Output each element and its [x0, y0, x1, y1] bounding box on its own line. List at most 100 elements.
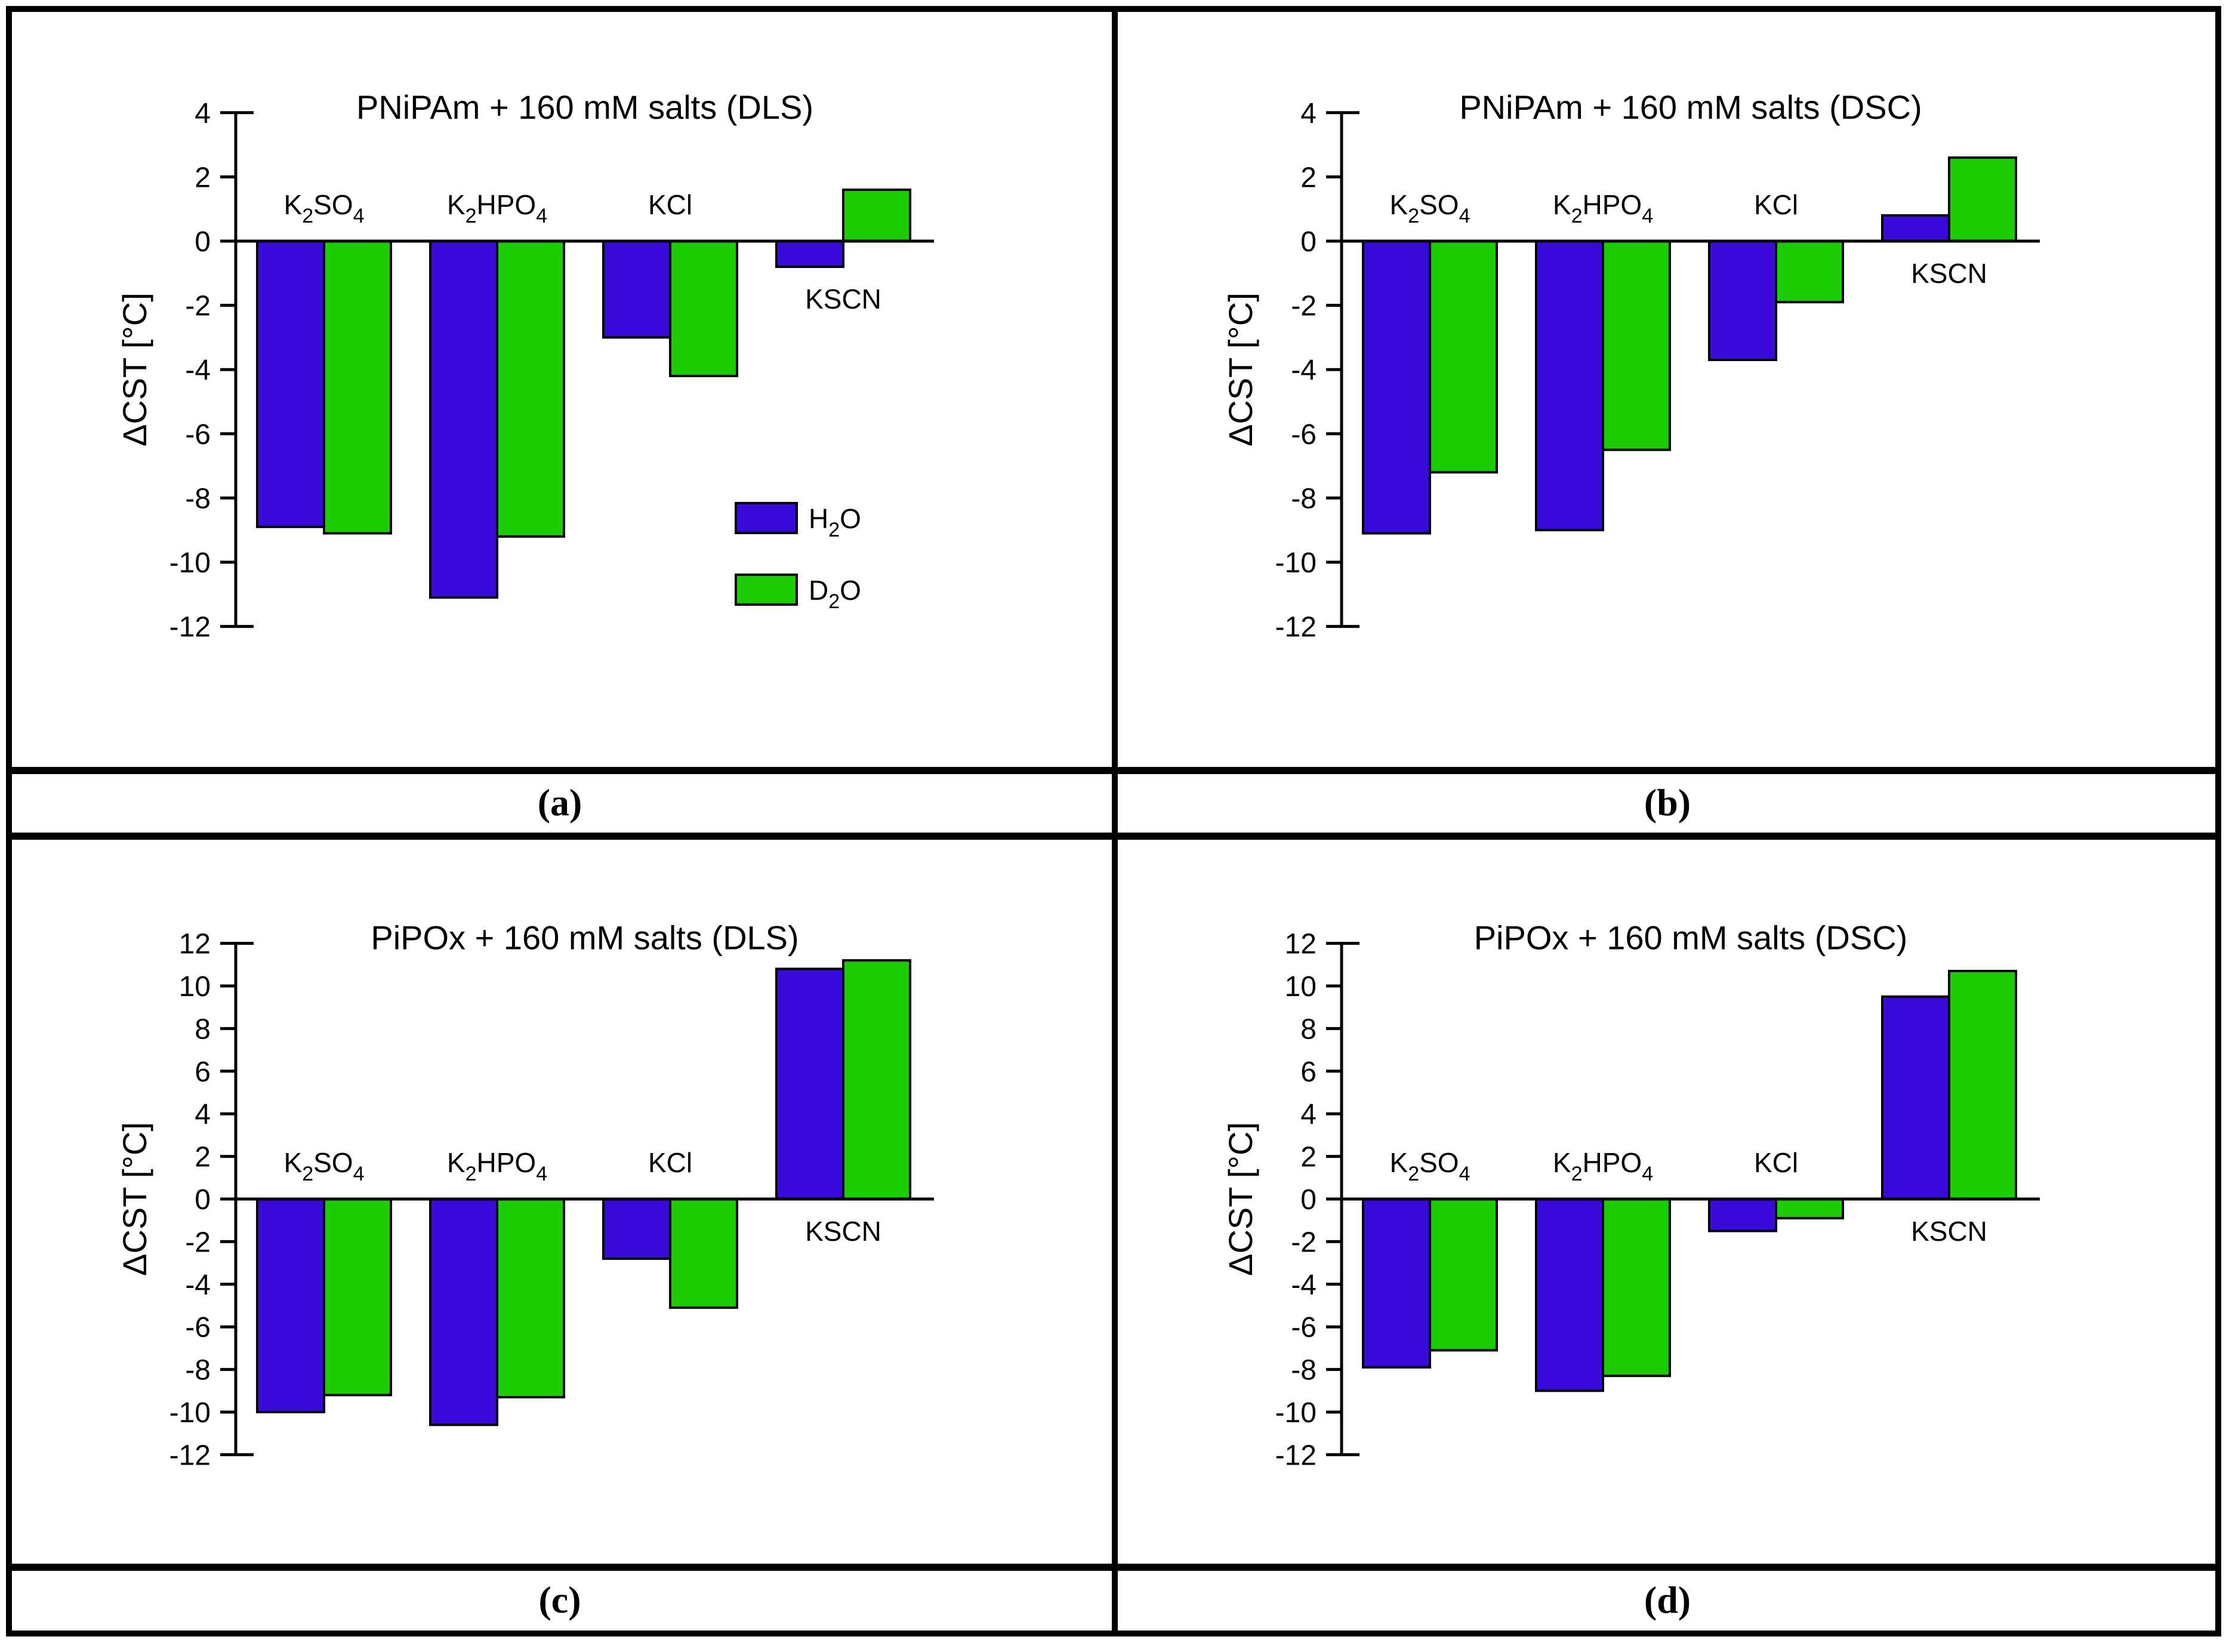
y-tick-label: -10 — [169, 547, 211, 579]
y-tick-label: 0 — [195, 1184, 211, 1216]
chart-title-d: PiPOx + 160 mM salts (DSC) — [1474, 919, 1908, 957]
y-tick-label: 12 — [179, 929, 211, 960]
bar-b-1-H2O — [1535, 240, 1604, 532]
bar-a-3-H2O — [775, 240, 844, 269]
category-label-K2SO4: K2SO4 — [284, 189, 365, 227]
y-tick-label: 4 — [1300, 98, 1317, 130]
legend-swatch-D2O — [735, 574, 798, 606]
category-label-KCl: KCl — [1754, 1147, 1798, 1178]
y-tick-label: 10 — [1285, 971, 1317, 1003]
y-tick-label: 4 — [195, 1099, 211, 1130]
y-tick-label: -2 — [185, 291, 211, 322]
category-label-KSCN: KSCN — [1911, 1216, 1987, 1247]
category-label-KCl: KCl — [648, 189, 692, 220]
bar-a-0-H2O — [256, 240, 325, 528]
y-tick-label: -8 — [1291, 483, 1317, 514]
y-tick-label: -2 — [185, 1226, 211, 1258]
y-tick-label: -10 — [1275, 1397, 1317, 1429]
y-tick-label: 0 — [195, 226, 211, 258]
y-tick-label: 10 — [179, 971, 211, 1003]
bar-c-0-D2O — [323, 1198, 392, 1397]
y-tick-label: -12 — [1275, 1440, 1317, 1471]
bar-a-3-D2O — [842, 188, 911, 243]
bar-a-1-D2O — [496, 240, 565, 538]
bar-a-1-H2O — [429, 240, 498, 599]
panel-c: 12 10 8 6 4 2 0 -2 -4 -6 -8 -10 -12 PiPOx + 160 mM sa… — [12, 840, 1112, 1564]
legend-swatch-H2O — [735, 502, 798, 534]
y-tick-label: -6 — [185, 1312, 211, 1343]
y-tick-label: -4 — [1291, 1269, 1317, 1301]
y-tick-label: 4 — [1300, 1099, 1317, 1130]
panel-d: 12 10 8 6 4 2 0 -2 -4 -6 -8 -10 -12 PiPOx + 160 mM sa… — [1118, 840, 2215, 1564]
caption-row-bottom: (c) (d) — [6, 1564, 2221, 1631]
chart-title-a: PNiPAm + 160 mM salts (DLS) — [356, 88, 813, 126]
y-axis-label-d: ΔCST [°C] — [1222, 1122, 1259, 1276]
y-tick-label: -10 — [169, 1397, 211, 1429]
bar-c-1-D2O — [496, 1198, 565, 1399]
y-tick-label: -4 — [1291, 355, 1317, 386]
category-label-K2HPO4: K2HPO4 — [447, 189, 547, 227]
chart-d: 12 10 8 6 4 2 0 -2 -4 -6 -8 -10 -12 PiPOx + 160 mM sa… — [1222, 919, 2040, 1471]
y-tick-label: -4 — [185, 355, 211, 386]
y-axis-label-b: ΔCST [°C] — [1222, 292, 1259, 446]
y-tick-label: -6 — [1291, 419, 1317, 451]
y-axis-label-c: ΔCST [°C] — [116, 1122, 153, 1276]
panel-a: 4 2 0 -2 -4 -6 -8 -10 -12 PNiPAm + 160 mM salts (… — [12, 12, 1112, 767]
y-tick-label: -6 — [185, 419, 211, 451]
category-label-KSCN: KSCN — [805, 1216, 881, 1247]
bar-d-3-D2O — [1948, 970, 2017, 1200]
y-tick-label: -2 — [1291, 1226, 1317, 1258]
chart-title-c: PiPOx + 160 mM salts (DLS) — [371, 919, 799, 957]
bar-b-0-D2O — [1429, 240, 1498, 474]
caption-c: (c) — [538, 1579, 581, 1621]
bar-d-1-H2O — [1535, 1198, 1604, 1392]
y-tick-label: -2 — [1291, 291, 1317, 322]
bar-c-3-D2O — [842, 959, 911, 1200]
bar-c-0-H2O — [256, 1198, 325, 1413]
caption-d: (d) — [1644, 1579, 1691, 1621]
y-tick-label: 6 — [1300, 1056, 1317, 1088]
bar-d-1-D2O — [1602, 1198, 1671, 1377]
bar-d-3-H2O — [1881, 995, 1950, 1200]
y-tick-label: 12 — [1285, 929, 1317, 960]
bar-a-0-D2O — [323, 240, 392, 535]
legend-label-D2O: D2O — [809, 575, 861, 613]
y-axis-label-a: ΔCST [°C] — [116, 292, 153, 446]
bar-a-2-H2O — [602, 240, 671, 339]
category-label-K2HPO4: K2HPO4 — [1553, 1147, 1653, 1185]
y-tick-label: 6 — [195, 1056, 211, 1088]
category-label-K2HPO4: K2HPO4 — [1553, 189, 1653, 227]
y-tick-label: -4 — [185, 1269, 211, 1301]
category-label-K2SO4: K2SO4 — [1390, 189, 1470, 227]
bar-d-2-H2O — [1708, 1198, 1777, 1232]
bar-b-1-D2O — [1602, 240, 1671, 451]
chart-a: 4 2 0 -2 -4 -6 -8 -10 -12 PNiPAm + 160 mM salts (… — [116, 88, 934, 643]
y-tick-label: -12 — [169, 612, 211, 643]
bar-d-2-D2O — [1775, 1198, 1844, 1220]
bar-b-3-D2O — [1948, 156, 2017, 242]
category-label-K2SO4: K2SO4 — [1390, 1147, 1470, 1185]
y-tick-label: -8 — [1291, 1355, 1317, 1386]
bar-c-1-H2O — [429, 1198, 498, 1426]
y-tick-label: 2 — [1300, 162, 1317, 193]
category-label-K2SO4: K2SO4 — [284, 1147, 365, 1185]
vertical-divider — [1112, 6, 1118, 1636]
category-label-KSCN: KSCN — [805, 283, 881, 315]
y-tick-label: -12 — [169, 1440, 211, 1471]
y-tick-label: 2 — [1300, 1142, 1317, 1173]
bar-d-0-H2O — [1362, 1198, 1431, 1369]
y-tick-label: 4 — [195, 98, 211, 130]
y-tick-label: 0 — [1300, 226, 1317, 258]
chart-c: 12 10 8 6 4 2 0 -2 -4 -6 -8 -10 -12 PiPOx + 160 mM sa… — [116, 919, 934, 1471]
bar-c-2-D2O — [669, 1198, 738, 1309]
y-tick-label: -12 — [1275, 612, 1317, 643]
bar-b-0-H2O — [1362, 240, 1431, 535]
y-tick-label: -8 — [185, 483, 211, 514]
panel-b: 4 2 0 -2 -4 -6 -8 -10 -12 PNiPAm + 160 mM salts (… — [1118, 12, 2215, 767]
bar-b-2-D2O — [1775, 240, 1844, 304]
category-label-K2HPO4: K2HPO4 — [447, 1147, 547, 1185]
legend-label-H2O: H2O — [809, 503, 861, 541]
bar-a-2-D2O — [669, 240, 738, 377]
chart-title-b: PNiPAm + 160 mM salts (DSC) — [1459, 88, 1922, 126]
